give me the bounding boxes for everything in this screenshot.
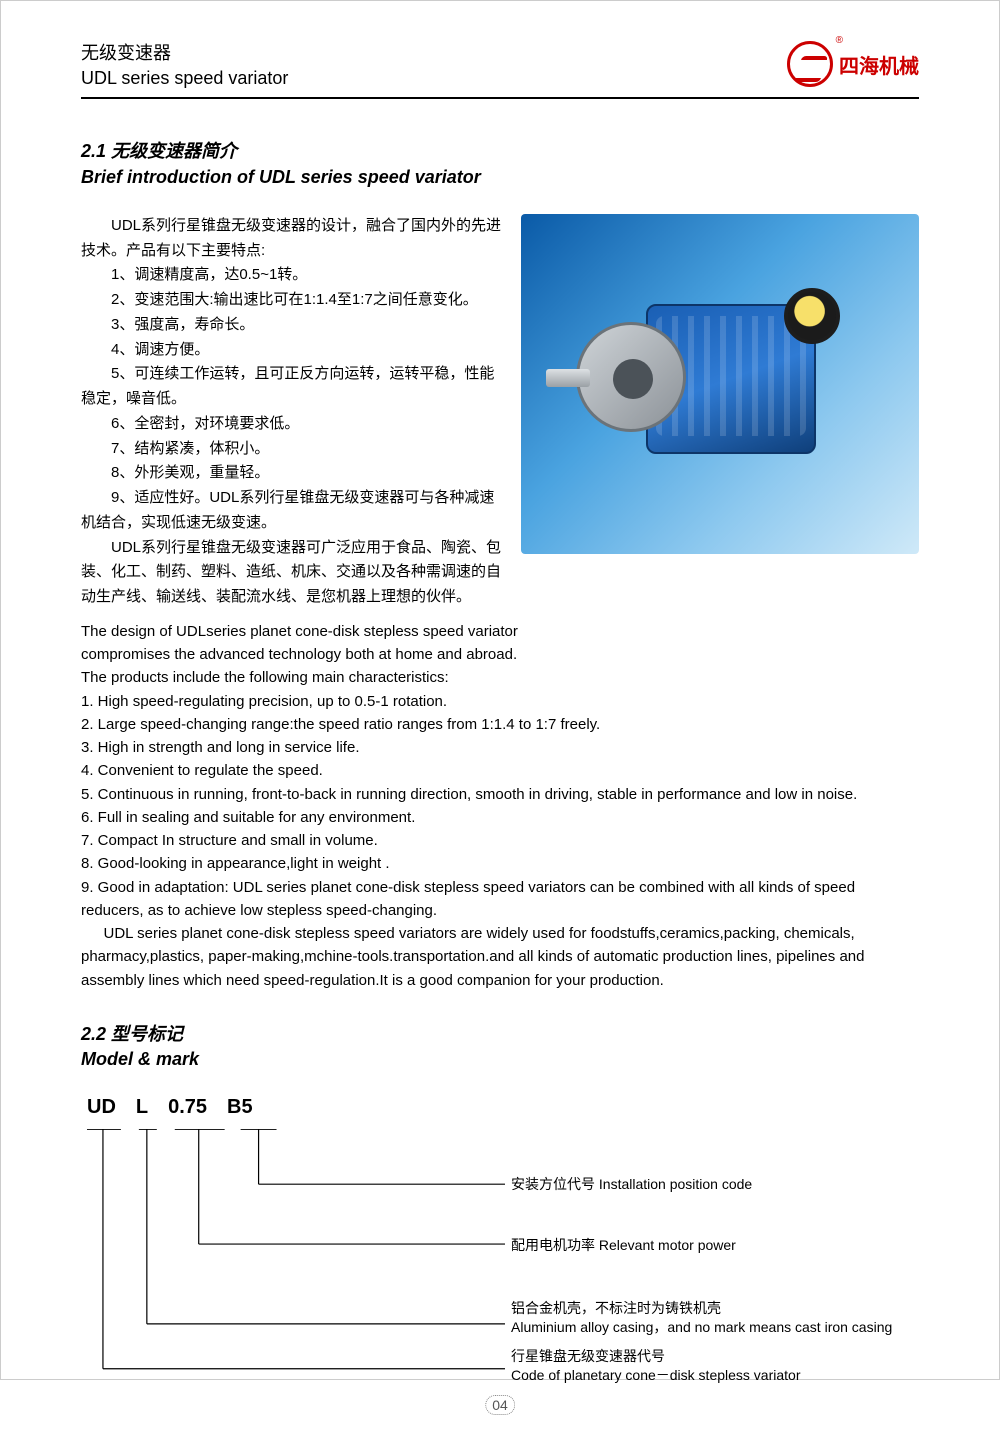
motor-illustration [576, 294, 836, 474]
code-l: L [136, 1096, 148, 1119]
cn-item-3: 3、强度高，寿命长。 [81, 313, 501, 338]
page-number-value: 04 [485, 1395, 515, 1415]
page-header: 无级变速器 UDL series speed variator ® 四海机械 [81, 41, 919, 99]
section-2-2-title-cn: 2.2 型号标记 [81, 1022, 919, 1047]
legend-3-en: Aluminium alloy casing，and no mark means… [511, 1318, 892, 1337]
en-l1: The design of UDLseries planet cone-disk… [81, 620, 919, 643]
en-l7: 4. Convenient to regulate the speed. [81, 759, 919, 782]
code-ud: UD [87, 1096, 116, 1119]
header-title-cn: 无级变速器 [81, 41, 288, 66]
en-text-block: The design of UDLseries planet cone-disk… [81, 620, 919, 992]
cn-item-7: 7、结构紧凑，体积小。 [81, 437, 501, 462]
en-l3: The products include the following main … [81, 666, 919, 689]
legend-1: 安装方位代号 Installation position code [511, 1175, 892, 1194]
cn-item-4: 4、调速方便。 [81, 338, 501, 363]
en-l5: 2. Large speed-changing range:the speed … [81, 713, 919, 736]
en-l11: 8. Good-looking in appearance,light in w… [81, 852, 919, 875]
en-tail: UDL series planet cone-disk stepless spe… [81, 922, 919, 992]
intro-block: UDL系列行星锥盘无级变速器的设计，融合了国内外的先进技术。产品有以下主要特点:… [81, 214, 919, 610]
legend-3: 铝合金机壳，不标注时为铸铁机壳 Aluminium alloy casing，a… [511, 1299, 892, 1337]
logo-icon [787, 41, 833, 87]
code-075: 0.75 [168, 1096, 207, 1119]
legend-3-cn: 铝合金机壳，不标注时为铸铁机壳 [511, 1299, 892, 1318]
section-2-1-title-en: Brief introduction of UDL series speed v… [81, 165, 919, 190]
cn-item-2: 2、变速范围大:输出速比可在1:1.4至1:7之间任意变化。 [81, 288, 501, 313]
legend-4-en: Code of planetary cone－disk stepless var… [511, 1366, 892, 1385]
cn-item-1: 1、调速精度高，达0.5~1转。 [81, 263, 501, 288]
section-2-2-title-en: Model & mark [81, 1047, 919, 1072]
cn-item-6: 6、全密封，对环境要求低。 [81, 412, 501, 437]
page-number: 04 [485, 1395, 515, 1415]
section-2-2-title: 2.2 型号标记 Model & mark [81, 1022, 919, 1072]
product-image [521, 214, 919, 554]
en-l2: compromises the advanced technology both… [81, 643, 919, 666]
legend-2-text: 配用电机功率 Relevant motor power [511, 1236, 892, 1255]
legend-2: 配用电机功率 Relevant motor power [511, 1236, 892, 1255]
cn-item-5: 5、可连续工作运转，且可正反方向运转，运转平稳，性能稳定，噪音低。 [81, 362, 501, 412]
header-titles: 无级变速器 UDL series speed variator [81, 41, 288, 91]
cn-item-8: 8、外形美观，重量轻。 [81, 461, 501, 486]
code-b5: B5 [227, 1096, 253, 1119]
header-title-en: UDL series speed variator [81, 66, 288, 91]
legend-4-cn: 行星锥盘无级变速器代号 [511, 1347, 892, 1366]
section-2-1-title-cn: 2.1 无级变速器简介 [81, 139, 919, 164]
en-l10: 7. Compact In structure and small in vol… [81, 829, 919, 852]
cn-tail: UDL系列行星锥盘无级变速器可广泛应用于食品、陶瓷、包装、化工、制药、塑料、造纸… [81, 536, 501, 610]
legend-4: 行星锥盘无级变速器代号 Code of planetary cone－disk … [511, 1347, 892, 1385]
en-l12: 9. Good in adaptation: UDL series planet… [81, 876, 919, 923]
model-code-row: UD L 0.75 B5 [81, 1096, 919, 1119]
legend-1-text: 安装方位代号 Installation position code [511, 1175, 892, 1194]
en-l6: 3. High in strength and long in service … [81, 736, 919, 759]
en-l9: 6. Full in sealing and suitable for any … [81, 806, 919, 829]
brand-name: 四海机械 [839, 50, 919, 79]
model-diagram: 安装方位代号 Installation position code 配用电机功率… [81, 1129, 919, 1409]
cn-text-block: UDL系列行星锥盘无级变速器的设计，融合了国内外的先进技术。产品有以下主要特点:… [81, 214, 501, 610]
section-2-1-title: 2.1 无级变速器简介 Brief introduction of UDL se… [81, 139, 919, 189]
cn-item-9: 9、适应性好。UDL系列行星锥盘无级变速器可与各种减速机结合，实现低速无级变速。 [81, 486, 501, 536]
diagram-legend: 安装方位代号 Installation position code 配用电机功率… [511, 1129, 892, 1394]
brand-logo: ® 四海机械 [787, 41, 919, 87]
en-l4: 1. High speed-regulating precision, up t… [81, 690, 919, 713]
section-2-2: 2.2 型号标记 Model & mark UD L 0.75 B5 [81, 1022, 919, 1409]
en-l8: 5. Continuous in running, front-to-back … [81, 783, 919, 806]
cn-intro: UDL系列行星锥盘无级变速器的设计，融合了国内外的先进技术。产品有以下主要特点: [81, 214, 501, 264]
